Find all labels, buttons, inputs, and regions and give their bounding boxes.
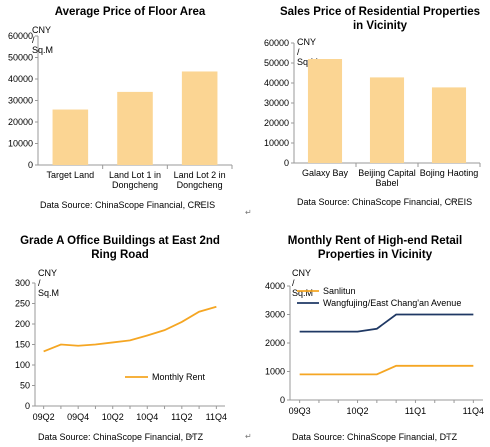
x-tick-label: 09Q4 (67, 412, 89, 422)
return-mark: ↵ (450, 197, 457, 206)
x-tick-label: Galaxy Bay (302, 168, 349, 178)
return-mark: ↵ (188, 432, 195, 441)
y-tick-label: 250 (15, 299, 30, 309)
chart-title: Grade A Office Buildings at East 2nd Ring… (20, 235, 220, 261)
x-tick-label: Bojing Haoting (420, 168, 479, 178)
x-tick-label: 11Q1 (405, 406, 426, 416)
x-tick-label: 10Q4 (136, 412, 158, 422)
y-tick-label: 4000 (265, 281, 285, 291)
y-unit-label: CNY / Sq.M (38, 268, 60, 298)
y-tick-label: 20000 (8, 117, 33, 127)
legend-label: Monthly Rent (152, 372, 206, 382)
bar (117, 91, 153, 165)
series-line (43, 305, 217, 353)
bar-chart-floor-area: 0 10000 20000 30000 40000 50000 60000 Target La… (8, 31, 233, 190)
return-mark: ↵ (444, 432, 451, 441)
bar (369, 77, 405, 163)
y-tick-label: 30000 (8, 96, 33, 106)
bar (52, 109, 89, 165)
y-tick-label: 150 (15, 340, 30, 350)
x-tick-label: 11Q4 (206, 412, 227, 422)
y-tick-label: 10000 (8, 139, 33, 149)
return-mark: ↵ (245, 208, 252, 217)
data-source: Data Source: ChinaScope Financial, CREIS (297, 197, 473, 207)
y-tick-label: 50000 (8, 53, 33, 63)
x-tick-label: 11Q4 (463, 406, 484, 416)
x-tick-label: 11Q2 (171, 412, 192, 422)
chart-title: Sales Price of Residential Properties in … (279, 6, 481, 32)
y-tick-label: 200 (15, 319, 30, 329)
x-tick-label: 09Q3 (289, 406, 311, 416)
y-unit-label: CNY / Sq.M (32, 25, 54, 55)
series-line (299, 313, 474, 333)
data-source: Data Source: ChinaScope Financial, CREIS (40, 200, 216, 210)
x-tick-label: Land Lot 2 in Dongcheng (174, 170, 226, 190)
return-mark: ↵ (245, 432, 252, 441)
x-tick-label: Beijing Capital Babel (358, 168, 416, 188)
line-chart-office-rent: 0 50 100 150 200 250 300 09Q2 09Q4 10Q2 10Q4 11Q2 11… (15, 278, 227, 422)
data-source: Data Source: ChinaScope Financial, DTZ (38, 432, 204, 442)
chart-title: Average Price of Floor Area (54, 6, 206, 18)
y-unit-label: CNY / Sq.M (297, 37, 319, 67)
y-tick-label: 10000 (264, 138, 289, 148)
return-mark: ↵ (196, 200, 203, 209)
series-line (299, 364, 474, 376)
x-tick-label: 09Q2 (33, 412, 55, 422)
y-tick-label: 300 (15, 278, 30, 288)
y-unit-label: CNY / Sq.M (292, 268, 314, 298)
y-tick-label: 100 (15, 360, 30, 370)
bar-chart-residential-price: 0 10000 20000 30000 40000 50000 60000 Galaxy Ba… (264, 38, 481, 188)
y-tick-label: 20000 (264, 118, 289, 128)
y-tick-label: 60000 (8, 31, 33, 41)
legend-label: Sanlitun (323, 286, 356, 296)
y-tick-label: 50 (20, 381, 30, 391)
y-tick-label: 0 (28, 160, 33, 170)
y-tick-label: 0 (280, 395, 285, 405)
y-tick-label: 3000 (265, 310, 285, 320)
y-tick-label: 60000 (264, 38, 289, 48)
x-tick-label: Target Land (47, 170, 95, 180)
bar (181, 71, 218, 165)
y-tick-label: 0 (284, 158, 289, 168)
y-tick-label: 40000 (264, 78, 289, 88)
bar (307, 59, 343, 163)
legend-label: Wangfujing/East Chang'an Avenue (323, 298, 461, 308)
chart-title: Monthly Rent of High-end Retail Propertie… (287, 235, 463, 261)
x-tick-label: 10Q2 (102, 412, 124, 422)
y-tick-label: 40000 (8, 74, 33, 84)
line-chart-retail-rent: 0 1000 2000 3000 4000 09Q3 10Q2 11Q1 11Q4 Sanlitu… (265, 281, 484, 416)
y-tick-label: 1000 (265, 367, 285, 377)
data-source: Data Source: ChinaScope Financial, DTZ (292, 432, 458, 442)
y-tick-label: 2000 (265, 338, 285, 348)
y-tick-label: 30000 (264, 98, 289, 108)
x-tick-label: Land Lot 1 in Dongcheng (109, 170, 161, 190)
bar (431, 87, 467, 163)
y-tick-label: 0 (25, 401, 30, 411)
y-tick-label: 50000 (264, 58, 289, 68)
x-tick-label: 10Q2 (347, 406, 369, 416)
